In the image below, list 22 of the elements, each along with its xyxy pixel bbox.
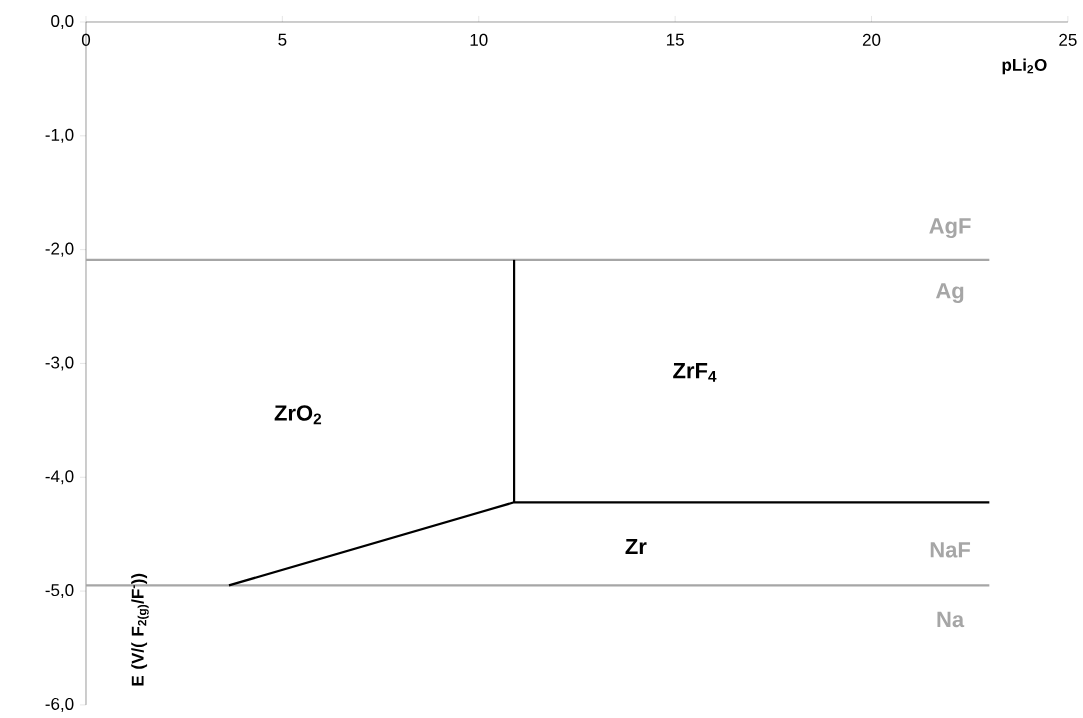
annotation: ZrO$_{2}$ xyxy=(274,405,322,425)
x-tick-label: 5 xyxy=(278,33,287,46)
x-tick-label: 0 xyxy=(81,33,91,46)
x-axis-title: pLi$_{2}$O xyxy=(1002,58,1047,75)
y-tick-label: -4,0 xyxy=(45,470,74,485)
x-tick-label: 15 xyxy=(666,33,684,46)
annotation: ZrF$_{4}$ xyxy=(673,363,717,382)
annotation: Ag xyxy=(935,283,964,304)
annotation: NaF xyxy=(930,542,971,558)
y-axis-title: E (V/( F$_{2(g)}$/F$^{-}$)) xyxy=(131,573,149,686)
annotation: Zr xyxy=(625,538,647,555)
y-tick-label: -5,0 xyxy=(45,584,74,599)
annotation: AgF xyxy=(929,218,971,239)
x-tick-label: 25 xyxy=(1059,33,1077,46)
y-tick-label: -2,0 xyxy=(45,242,74,257)
x-tick-label: 10 xyxy=(470,33,488,46)
y-tick-label: 0,0 xyxy=(51,15,74,30)
y-tick-label: -1,0 xyxy=(45,128,74,143)
x-tick-label: 20 xyxy=(862,33,881,46)
y-tick-label: -3,0 xyxy=(45,356,74,371)
y-tick-label: -6,0 xyxy=(45,697,74,712)
annotation: Na xyxy=(937,611,965,628)
